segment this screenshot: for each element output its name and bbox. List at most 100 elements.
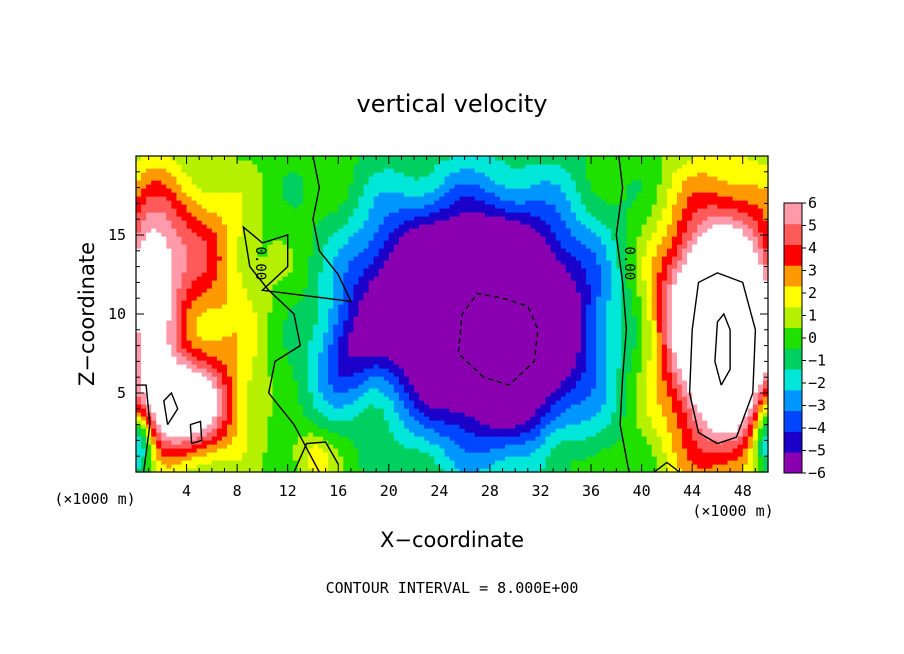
heatmap-cell [631, 372, 638, 377]
heatmap-cell [500, 444, 506, 449]
heatmap-cell [479, 412, 486, 417]
heatmap-cell [646, 460, 653, 465]
heatmap-cell [510, 312, 516, 317]
heatmap-cell [616, 332, 622, 337]
heatmap-cell [530, 376, 537, 381]
heatmap-cell [136, 368, 142, 373]
heatmap-cell [661, 384, 668, 389]
heatmap-cell [555, 424, 562, 429]
heatmap-cell [141, 436, 147, 441]
heatmap-cell [752, 392, 759, 397]
heatmap-cell [692, 384, 698, 389]
heatmap-cell [707, 440, 713, 445]
heatmap-cell [464, 380, 471, 385]
heatmap-cell [262, 468, 269, 473]
heatmap-cell [545, 348, 552, 353]
heatmap-cell [434, 340, 440, 345]
heatmap-cell [449, 348, 456, 353]
heatmap-cell [565, 428, 572, 433]
heatmap-cell [601, 388, 607, 393]
heatmap-cell [419, 440, 425, 445]
heatmap-cell [262, 400, 269, 405]
heatmap-cell [601, 328, 607, 333]
heatmap-cell [484, 456, 491, 461]
heatmap-cell [611, 444, 617, 449]
heatmap-cell [591, 372, 597, 377]
heatmap-cell [358, 432, 365, 437]
heatmap-cell [363, 376, 370, 381]
heatmap-cell [323, 460, 329, 465]
heatmap-cell [661, 356, 668, 361]
heatmap-cell [282, 340, 289, 345]
heatmap-cell [601, 420, 607, 425]
heatmap-cell [267, 440, 274, 445]
heatmap-cell [232, 444, 238, 449]
heatmap-cell [282, 396, 289, 401]
heatmap-cell [196, 356, 203, 361]
heatmap-cell [626, 400, 633, 405]
heatmap-cell [409, 456, 415, 461]
heatmap-cell [621, 460, 628, 465]
heatmap-cell [181, 344, 188, 349]
heatmap-cell [459, 404, 466, 409]
heatmap-cell [666, 456, 673, 461]
heatmap-cell [196, 464, 203, 469]
heatmap-cell [757, 428, 764, 433]
heatmap-cell [646, 456, 653, 461]
heatmap-cell [398, 360, 405, 365]
heatmap-cell [479, 448, 486, 453]
heatmap-cell [570, 404, 577, 409]
heatmap-cell [606, 352, 612, 357]
heatmap-cell [459, 360, 466, 365]
heatmap-cell [257, 416, 263, 421]
heatmap-cell [151, 428, 157, 433]
heatmap-cell [403, 436, 410, 441]
heatmap-cell [247, 368, 253, 373]
heatmap-cell [363, 436, 370, 441]
heatmap-cell [449, 460, 456, 465]
heatmap-cell [373, 460, 380, 465]
heatmap-cell [591, 432, 597, 437]
heatmap-cell [393, 388, 400, 393]
heatmap-cell [282, 376, 289, 381]
heatmap-cell [449, 340, 456, 345]
heatmap-cell [302, 324, 309, 329]
heatmap-cell [682, 356, 688, 361]
heatmap-cell [307, 420, 314, 425]
heatmap-cell [216, 332, 223, 337]
heatmap-cell [252, 348, 258, 353]
heatmap-cell [606, 348, 612, 353]
heatmap-cell [737, 464, 744, 469]
heatmap-cell [414, 368, 420, 373]
heatmap-cell [611, 316, 617, 321]
heatmap-cell [368, 392, 375, 397]
heatmap-cell [474, 420, 481, 425]
heatmap-cell [479, 340, 486, 345]
heatmap-cell [318, 364, 324, 369]
heatmap-cell [146, 464, 152, 469]
heatmap-cell [646, 316, 653, 321]
heatmap-cell [580, 316, 587, 321]
heatmap-cell [525, 360, 531, 365]
heatmap-cell [419, 368, 425, 373]
heatmap-cell [510, 424, 516, 429]
heatmap-cell [525, 380, 531, 385]
heatmap-cell [338, 436, 344, 441]
heatmap-cell [439, 324, 446, 329]
heatmap-cell [186, 416, 193, 421]
heatmap-cell [636, 348, 643, 353]
heatmap-cell [373, 464, 380, 469]
heatmap-cell [682, 340, 688, 345]
heatmap-cell [555, 348, 562, 353]
heatmap-cell [398, 336, 405, 341]
heatmap-cell [267, 324, 274, 329]
heatmap-cell [161, 460, 167, 465]
heatmap-cell [575, 404, 582, 409]
heatmap-cell [393, 424, 400, 429]
heatmap-cell [186, 380, 193, 385]
heatmap-cell [570, 380, 577, 385]
heatmap-cell [631, 468, 638, 473]
heatmap-cell [343, 384, 349, 389]
heatmap-cell [641, 400, 648, 405]
heatmap-cell [196, 404, 203, 409]
